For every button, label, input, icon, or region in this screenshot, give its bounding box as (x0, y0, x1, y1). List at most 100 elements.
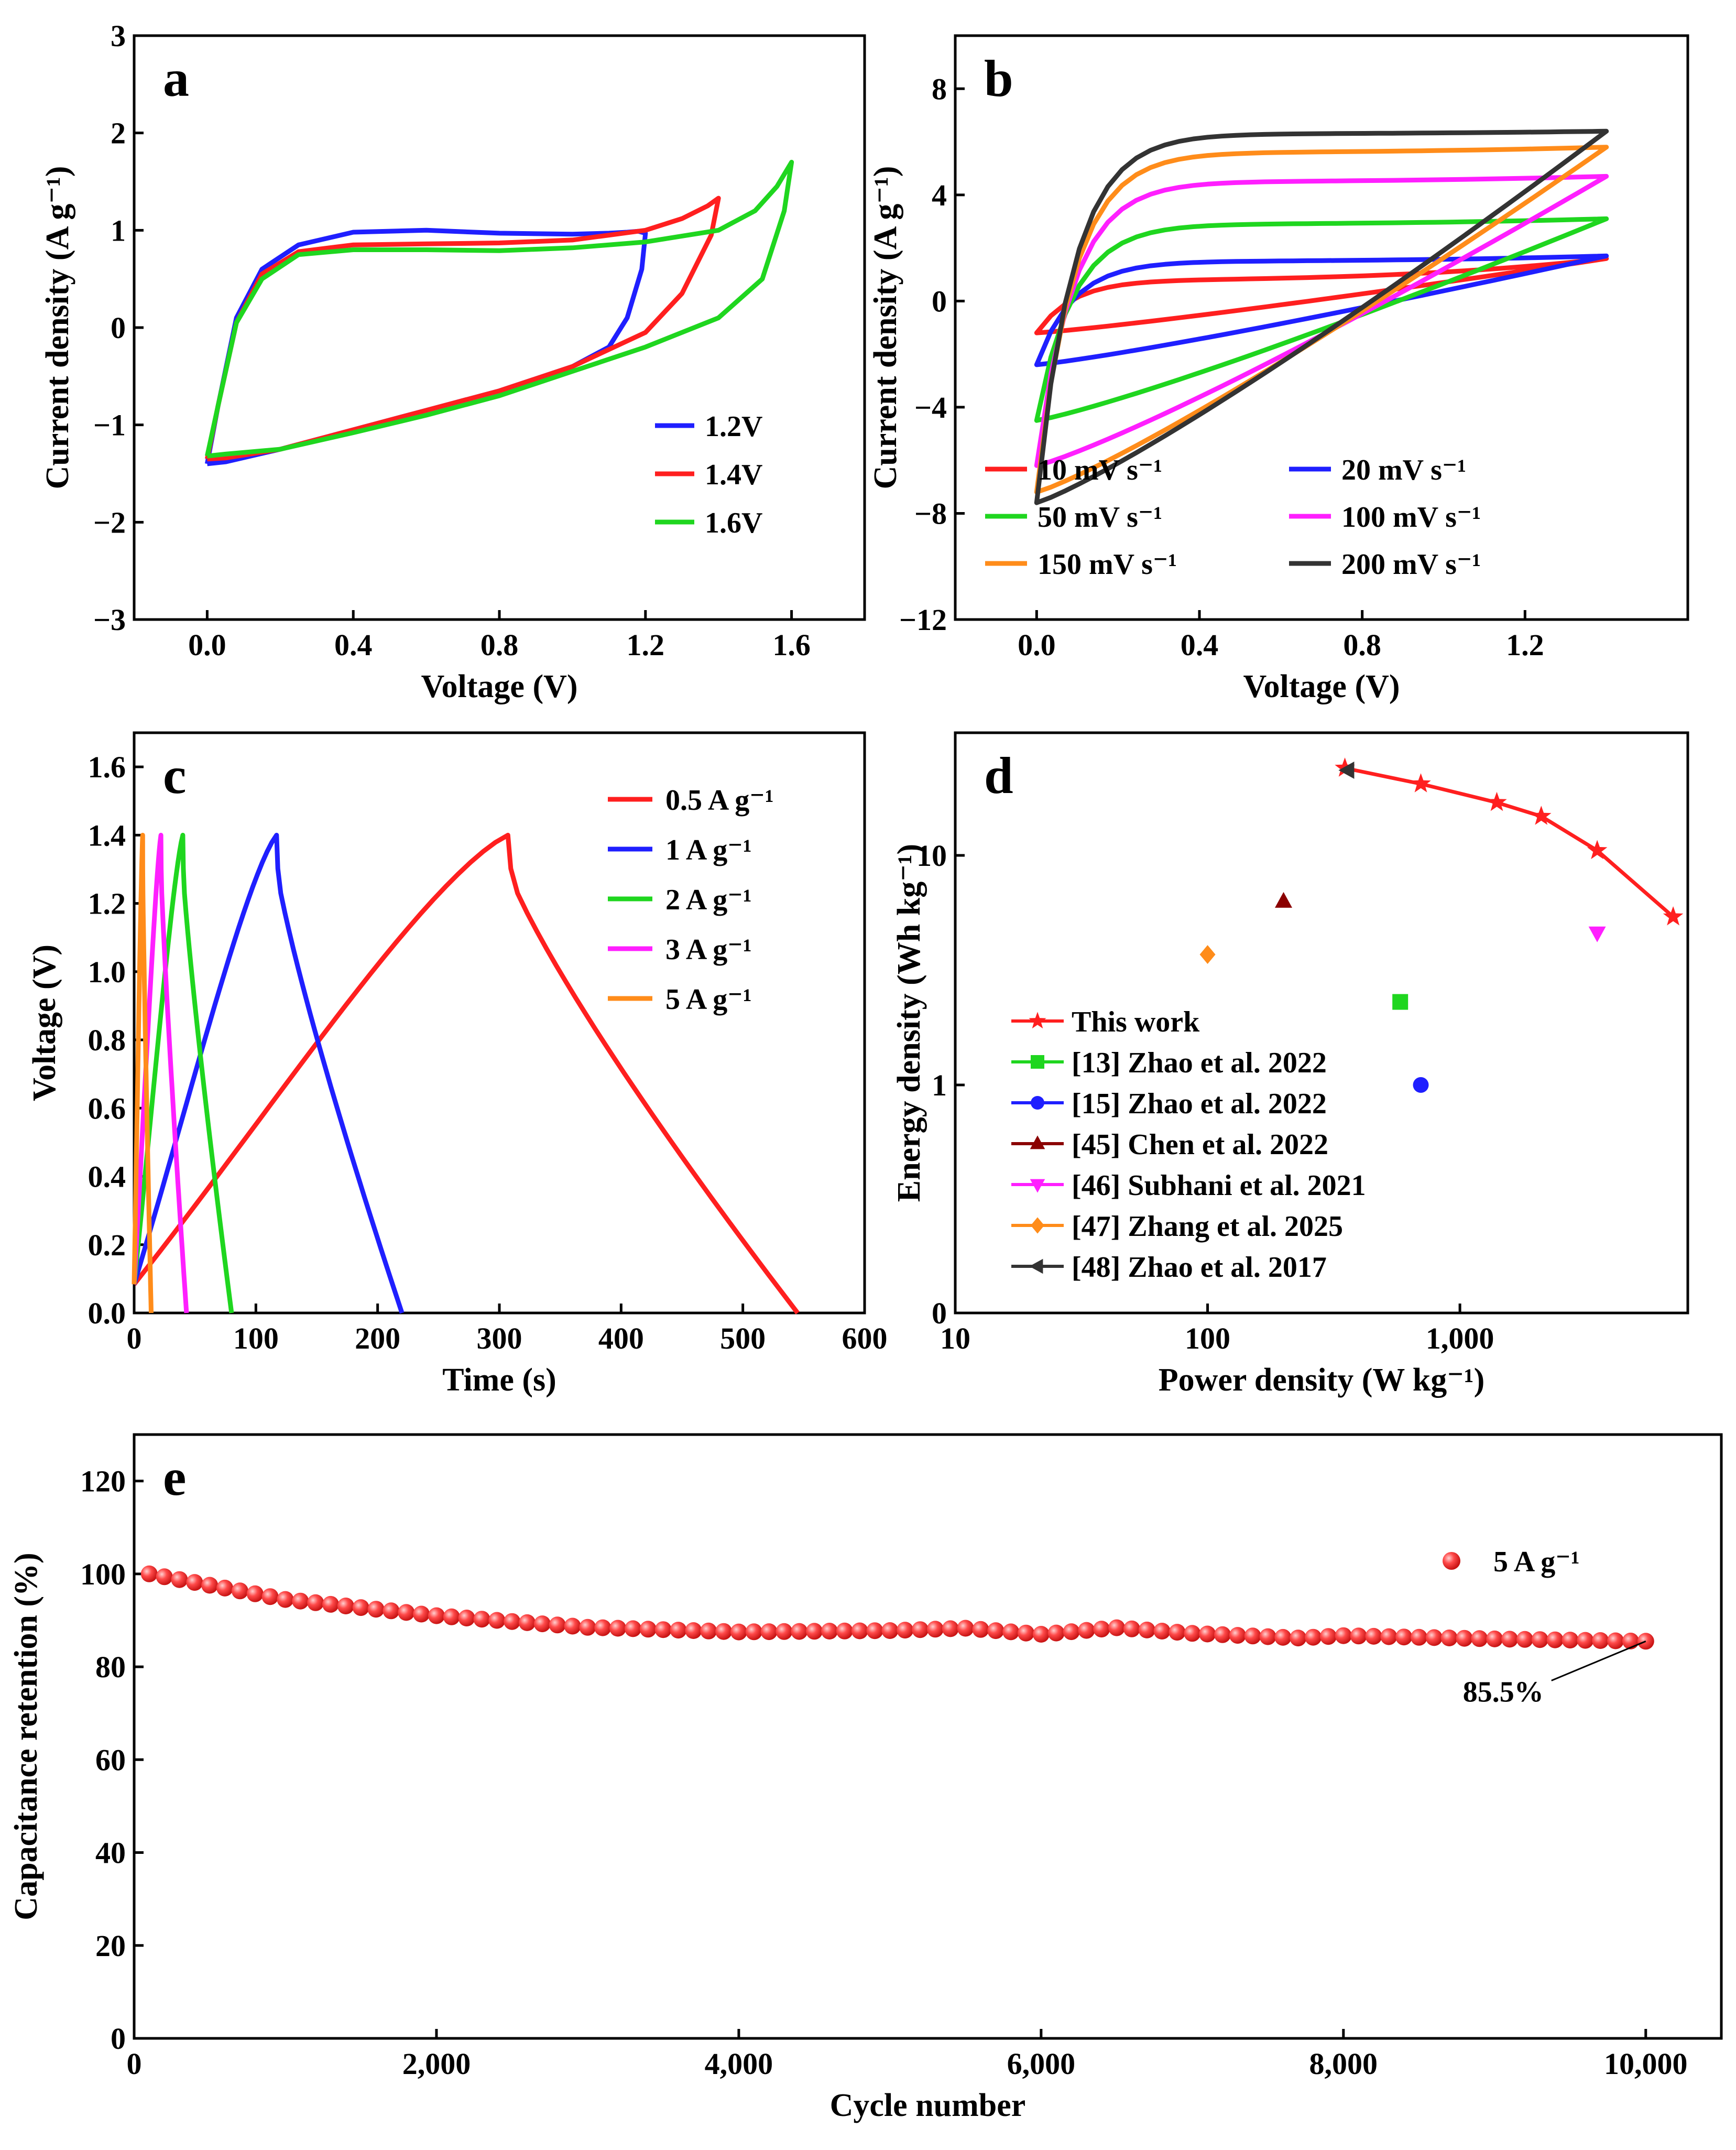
data-point (549, 1616, 566, 1634)
y-tick-label: 0.4 (88, 1160, 126, 1194)
data-point (926, 1621, 944, 1638)
data-point (1018, 1624, 1034, 1642)
data-point (1290, 1630, 1307, 1647)
data-point (156, 1568, 173, 1586)
data-point (881, 1622, 899, 1639)
data-point (1274, 1628, 1292, 1646)
legend-label: 1.4V (705, 459, 762, 491)
y-tick-label: 2 (111, 116, 126, 150)
data-point (821, 1623, 838, 1639)
series-loop-3 (1034, 173, 1609, 468)
data-point (1392, 994, 1409, 1010)
x-tick-label: 100 (233, 1321, 279, 1355)
data-point (685, 1622, 702, 1639)
x-tick-label: 2,000 (402, 2047, 471, 2081)
data-point (307, 1594, 324, 1611)
data-point (1380, 1628, 1397, 1645)
y-tick-label: 100 (80, 1557, 126, 1591)
data-point (745, 1623, 762, 1641)
legend-marker (1031, 1217, 1044, 1234)
y-tick-label: 0 (111, 311, 126, 345)
legend-label: [45] Chen et al. 2022 (1072, 1128, 1328, 1161)
legend-label: 1.6V (705, 507, 762, 539)
x-axis-label: Time (s) (442, 1362, 556, 1398)
panel-label: d (984, 746, 1013, 805)
legend-marker (1030, 1135, 1045, 1149)
data-point (1395, 1628, 1413, 1646)
data-point (851, 1622, 868, 1639)
data-point (594, 1619, 612, 1636)
data-point (1440, 1630, 1458, 1646)
series-line-4 (132, 832, 154, 1313)
x-tick-label: 0.4 (1181, 628, 1219, 662)
y-tick-label: −3 (93, 603, 126, 637)
data-point (1487, 791, 1507, 811)
y-tick-label: 10 (916, 839, 947, 873)
data-point (1259, 1628, 1276, 1645)
y-tick-label: 3 (111, 19, 126, 53)
data-point (277, 1591, 294, 1608)
legend-marker (1031, 1055, 1044, 1069)
legend-label: 50 mV s⁻¹ (1038, 501, 1162, 534)
data-point (398, 1604, 415, 1621)
data-point (1411, 773, 1431, 792)
legend-label: 5 A g⁻¹ (665, 983, 752, 1016)
y-axis-label: Current density (A g⁻¹) (868, 166, 903, 490)
y-tick-label: 80 (95, 1650, 126, 1684)
legend-label: 1.2V (705, 410, 762, 443)
y-tick-label: −2 (93, 505, 126, 539)
legend-label: [13] Zhao et al. 2022 (1072, 1047, 1327, 1079)
data-point (1413, 1077, 1429, 1093)
data-point (866, 1622, 883, 1639)
x-tick-label: 1.2 (1506, 628, 1544, 662)
series-line-1 (204, 196, 721, 462)
x-tick-label: 8,000 (1309, 2047, 1378, 2081)
data-point (715, 1623, 733, 1640)
data-point (1138, 1621, 1155, 1638)
legend-marker (1029, 1258, 1043, 1274)
legend-label: [48] Zhao et al. 2017 (1072, 1251, 1327, 1284)
y-tick-label: −12 (899, 603, 947, 637)
x-tick-label: 600 (842, 1321, 888, 1355)
panel-label: e (163, 1448, 186, 1506)
panel-label: b (984, 49, 1013, 107)
data-point (443, 1608, 460, 1625)
data-point (670, 1622, 687, 1639)
legend-marker (1031, 1096, 1044, 1110)
legend-label: 2 A g⁻¹ (665, 884, 752, 916)
data-point (579, 1619, 596, 1636)
data-point (1320, 1628, 1337, 1645)
data-point (1338, 761, 1355, 779)
data-point (1637, 1633, 1654, 1650)
data-point (1587, 840, 1608, 860)
plot-frame-e (133, 1433, 1723, 2040)
data-point (1078, 1622, 1095, 1639)
y-tick-label: −1 (93, 408, 126, 442)
x-tick-label: 0.4 (334, 628, 373, 662)
data-point (654, 1621, 672, 1638)
data-point (1350, 1627, 1367, 1645)
data-point (1093, 1621, 1110, 1638)
data-point (413, 1605, 430, 1623)
series-loop-1 (1034, 253, 1609, 367)
series-line-2 (205, 159, 794, 459)
series-line-0 (132, 832, 800, 1315)
data-point (1531, 1631, 1548, 1648)
plot-frame-d (954, 731, 1689, 1315)
data-point (1063, 1623, 1080, 1641)
x-axis-label: Power density (W kg⁻¹) (1159, 1362, 1485, 1398)
data-point (564, 1617, 581, 1635)
x-tick-label: 0.0 (1018, 628, 1056, 662)
data-point (292, 1592, 309, 1610)
data-point (1002, 1623, 1020, 1641)
y-tick-label: 1 (932, 1068, 947, 1102)
data-point (1663, 906, 1684, 926)
data-point (246, 1585, 264, 1602)
data-point (806, 1623, 823, 1640)
data-point (700, 1622, 717, 1639)
data-point (1229, 1627, 1246, 1644)
y-tick-label: 1.0 (88, 955, 126, 989)
data-point (171, 1571, 188, 1588)
data-point (1531, 806, 1552, 825)
